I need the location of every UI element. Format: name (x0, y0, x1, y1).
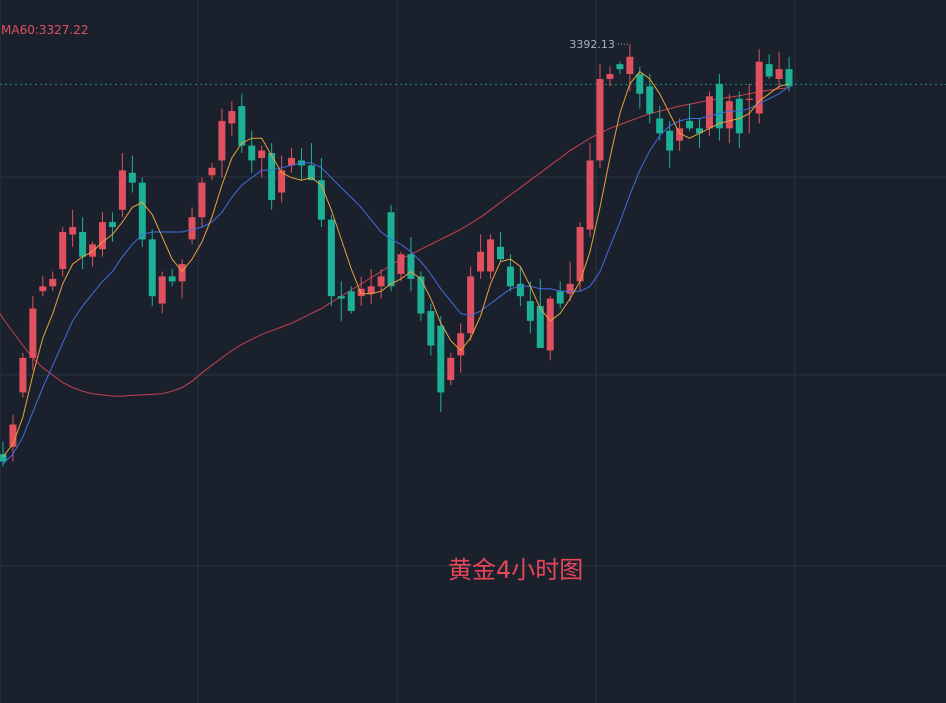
candle-body-8 (79, 232, 87, 257)
candle-body-11 (108, 222, 116, 228)
candle-body-42 (417, 276, 425, 314)
candle-body-67 (666, 130, 674, 151)
candle-body-21 (208, 167, 216, 176)
candles (0, 44, 793, 467)
candle-body-64 (636, 74, 644, 94)
candle-body-52 (516, 283, 524, 297)
candle-body-19 (188, 217, 196, 240)
candle-body-35 (347, 291, 355, 311)
candle-body-6 (59, 232, 67, 270)
candle-body-62 (616, 64, 624, 70)
candle-body-58 (576, 227, 584, 282)
candle-body-5 (49, 278, 57, 287)
candle-body-29 (288, 157, 296, 166)
candle-body-0 (0, 454, 7, 462)
candle-body-63 (626, 56, 634, 75)
candle-body-7 (69, 227, 77, 235)
candle-body-24 (238, 106, 246, 146)
candle-body-55 (546, 298, 554, 351)
candle-body-79 (785, 69, 793, 87)
candle-body-46 (457, 333, 465, 356)
candle-body-14 (138, 182, 146, 240)
candle-body-4 (39, 286, 47, 292)
moving-averages (2, 70, 790, 465)
candle-body-20 (198, 182, 206, 218)
candle-body-3 (29, 308, 37, 358)
candle-body-69 (686, 120, 694, 129)
candle-body-73 (725, 101, 733, 129)
ma60-readout: MA60:3327.22 (1, 23, 89, 37)
candle-body-22 (218, 120, 226, 161)
candle-body-51 (506, 266, 514, 287)
candle-body-34 (337, 296, 345, 299)
candle-body-61 (606, 74, 614, 79)
candle-body-77 (765, 64, 773, 77)
candle-body-28 (278, 170, 286, 193)
candle-body-44 (437, 325, 445, 393)
candle-body-27 (268, 153, 276, 200)
candle-body-53 (526, 301, 534, 321)
candle-body-2 (19, 357, 27, 393)
candle-body-71 (705, 96, 713, 129)
candle-body-12 (118, 170, 126, 210)
candle-body-10 (99, 222, 106, 250)
candle-body-33 (327, 219, 335, 297)
candle-body-48 (477, 251, 485, 272)
candle-body-17 (168, 276, 176, 282)
high-marker-label: 3392.13 (569, 38, 615, 51)
candle-body-41 (407, 254, 415, 279)
candle-body-32 (317, 180, 325, 220)
candle-body-37 (367, 286, 375, 294)
candle-body-66 (656, 118, 664, 134)
candle-body-1 (9, 424, 17, 447)
candle-body-31 (307, 165, 315, 181)
candle-body-60 (596, 78, 604, 161)
candle-body-70 (696, 128, 703, 134)
candle-body-78 (775, 69, 783, 79)
candle-body-74 (735, 98, 743, 134)
ma-fast-line (2, 70, 790, 457)
candle-body-68 (676, 128, 684, 141)
candle-body-65 (646, 86, 654, 114)
candle-body-72 (715, 83, 723, 129)
candle-body-25 (248, 145, 256, 161)
candle-body-45 (447, 357, 455, 381)
candle-body-16 (158, 276, 166, 304)
candle-body-15 (148, 239, 156, 297)
candle-body-59 (586, 160, 594, 230)
candle-body-43 (427, 310, 435, 346)
candle-body-38 (377, 276, 385, 287)
candle-body-13 (128, 172, 136, 183)
candle-body-23 (228, 111, 236, 124)
candle-body-18 (178, 264, 186, 282)
candle-body-56 (556, 291, 564, 304)
candle-body-54 (536, 306, 544, 348)
candle-body-50 (497, 246, 504, 260)
candle-body-57 (566, 283, 574, 294)
candle-body-75 (745, 98, 753, 100)
candle-body-26 (258, 150, 266, 158)
candle-body-76 (755, 61, 763, 114)
candle-body-9 (89, 244, 97, 257)
candle-body-40 (397, 254, 405, 274)
candle-body-39 (387, 212, 395, 287)
candle-body-49 (487, 239, 495, 272)
high-marker-layer: 3392.13 (569, 38, 630, 51)
chart-caption: 黄金4小时图 (448, 556, 584, 584)
ma-mid-line (2, 85, 790, 465)
candle-body-47 (467, 276, 475, 334)
